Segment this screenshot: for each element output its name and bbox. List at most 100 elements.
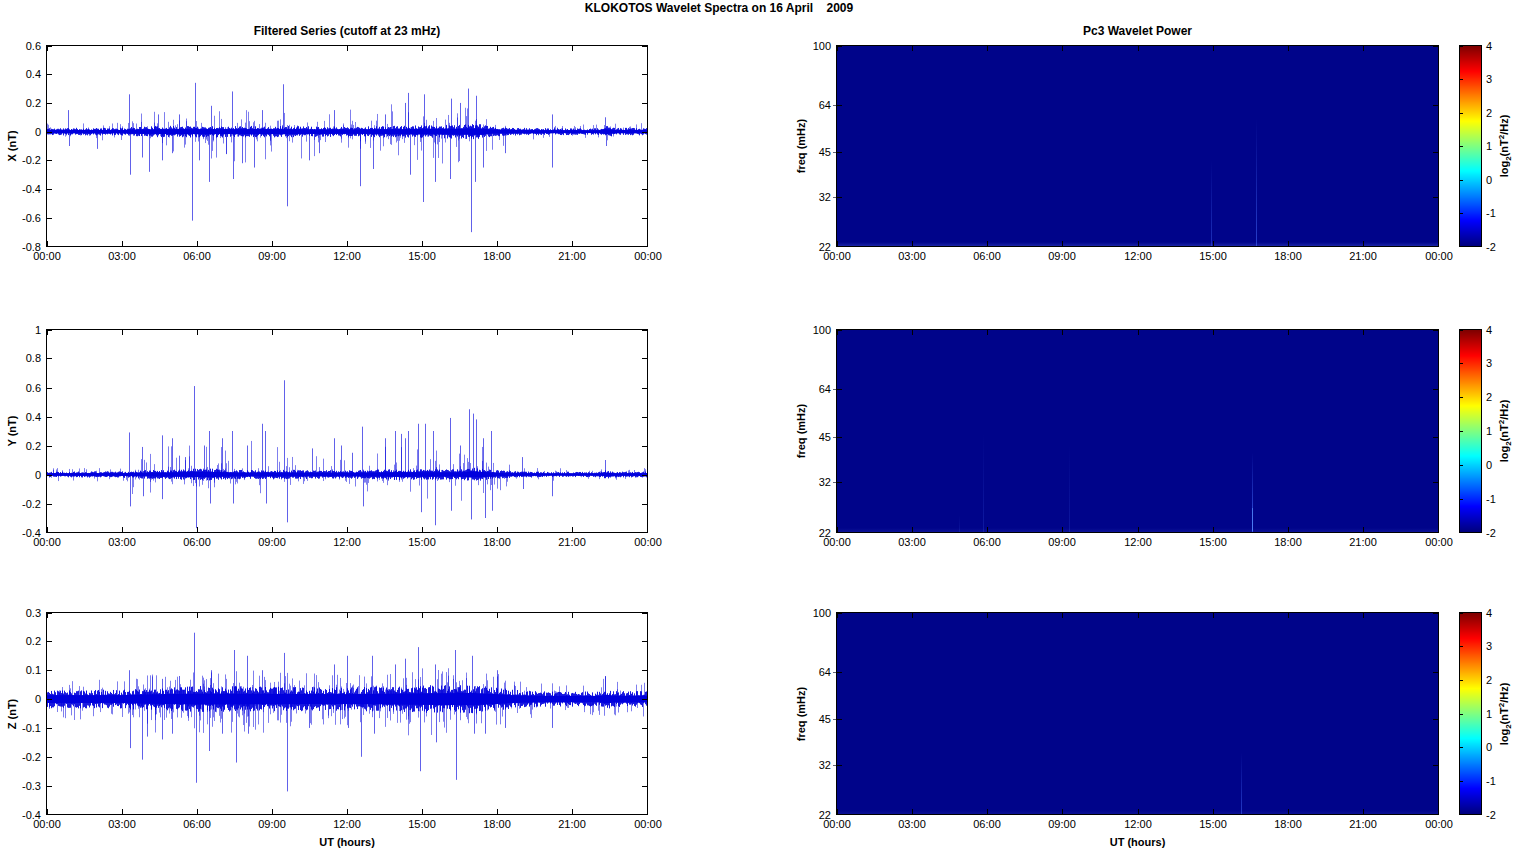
x-filtered-ytick-label: 0.6 xyxy=(0,40,41,52)
z-wavelet-colorbar-tick-label: -2 xyxy=(1486,809,1496,821)
x-wavelet-colorbar-label-part: 2 xyxy=(1497,135,1506,139)
y-wavelet-xtick-label: 03:00 xyxy=(898,536,926,548)
x-wavelet-xtick-label: 06:00 xyxy=(973,250,1001,262)
y-wavelet-ytick-mark xyxy=(833,389,836,390)
z-filtered-xtick-label: 12:00 xyxy=(333,818,361,830)
z-wavelet-ytick-mark xyxy=(833,719,836,720)
z-wavelet-ytick-label: 64 xyxy=(789,666,831,678)
x-filtered-xtick-label: 09:00 xyxy=(258,250,286,262)
x-wavelet-xtick-label: 09:00 xyxy=(1048,250,1076,262)
z-wavelet-colorbar-label-part: 2 xyxy=(1504,724,1513,728)
y-filtered-ytick-label: 0 xyxy=(0,469,41,481)
y-wavelet-xtick-label: 15:00 xyxy=(1199,536,1227,548)
y-wavelet-colorbar-tick-label: 1 xyxy=(1486,425,1492,437)
x-wavelet-title: Pc3 Wavelet Power xyxy=(1083,24,1192,38)
x-filtered-xtick-label: 06:00 xyxy=(183,250,211,262)
x-wavelet-colorbar-label-part: (nT xyxy=(1498,139,1510,156)
x-filtered-xtick-label: 00:00 xyxy=(33,250,61,262)
x-wavelet-colorbar xyxy=(1459,45,1482,247)
z-wavelet-xtick-label: 09:00 xyxy=(1048,818,1076,830)
x-wavelet-ytick-mark xyxy=(833,197,836,198)
x-wavelet-colorbar-tick-label: 4 xyxy=(1486,40,1492,52)
y-wavelet-xtick-label: 21:00 xyxy=(1349,536,1377,548)
x-wavelet-xtick-label: 12:00 xyxy=(1124,250,1152,262)
y-filtered-ytick-label: 1 xyxy=(0,324,41,336)
z-wavelet-ylabel: freq (mHz) xyxy=(795,686,807,740)
y-wavelet-colorbar-label-part: log xyxy=(1498,446,1510,463)
y-wavelet-colorbar-tick-label: 3 xyxy=(1486,357,1492,369)
x-wavelet-ytick-label: 100 xyxy=(789,40,831,52)
y-wavelet-xtick-label: 00:00 xyxy=(823,536,851,548)
z-filtered-ytick-label: -0.3 xyxy=(0,780,41,792)
z-filtered-ylabel: Z (nT) xyxy=(6,698,18,729)
z-filtered-xtick-label: 18:00 xyxy=(483,818,511,830)
z-wavelet-colorbar-tick-label: 1 xyxy=(1486,708,1492,720)
z-wavelet-ytick-mark xyxy=(833,672,836,673)
x-wavelet-colorbar-tick-label: 0 xyxy=(1486,174,1492,186)
z-wavelet-xtick-label: 15:00 xyxy=(1199,818,1227,830)
y-filtered-xtick-label: 09:00 xyxy=(258,536,286,548)
z-filtered-canvas xyxy=(46,612,648,815)
y-wavelet-colorbar-tick-label: 0 xyxy=(1486,459,1492,471)
y-wavelet-canvas xyxy=(836,329,1439,533)
z-wavelet-xtick-label: 18:00 xyxy=(1274,818,1302,830)
y-wavelet-ytick-mark xyxy=(833,482,836,483)
y-filtered-ytick-label: 0.8 xyxy=(0,352,41,364)
y-wavelet-xtick-label: 00:00 xyxy=(1425,536,1453,548)
x-wavelet-colorbar-label-part: log xyxy=(1498,161,1510,178)
x-filtered-ytick-label: 0.2 xyxy=(0,97,41,109)
z-wavelet-xtick-label: 21:00 xyxy=(1349,818,1377,830)
x-wavelet-colorbar-label-part: /Hz) xyxy=(1498,115,1510,135)
y-wavelet-ytick-mark xyxy=(833,437,836,438)
y-wavelet-ytick-label: 32 xyxy=(789,476,831,488)
y-wavelet-xtick-label: 18:00 xyxy=(1274,536,1302,548)
z-wavelet-colorbar-label: log2(nT2/Hz) xyxy=(1497,682,1514,745)
x-filtered-xtick-label: 03:00 xyxy=(108,250,136,262)
z-wavelet-colorbar-tick-label: 4 xyxy=(1486,607,1492,619)
y-wavelet-ytick-label: 100 xyxy=(789,324,831,336)
y-wavelet-xtick-label: 12:00 xyxy=(1124,536,1152,548)
y-wavelet-colorbar-label: log2(nT2/Hz) xyxy=(1497,400,1514,463)
z-wavelet-xtick-label: 12:00 xyxy=(1124,818,1152,830)
x-filtered-xtick-label: 12:00 xyxy=(333,250,361,262)
z-wavelet-colorbar-tick-label: 0 xyxy=(1486,741,1492,753)
z-wavelet-ytick-mark xyxy=(833,765,836,766)
y-filtered-xtick-label: 03:00 xyxy=(108,536,136,548)
y-wavelet-colorbar-tick-label: 4 xyxy=(1486,324,1492,336)
z-wavelet-colorbar-label-part: (nT xyxy=(1498,707,1510,724)
z-filtered-xtick-label: 00:00 xyxy=(634,818,662,830)
z-wavelet-xtick-label: 00:00 xyxy=(823,818,851,830)
z-wavelet-colorbar-label-part: /Hz) xyxy=(1498,682,1510,702)
x-filtered-xtick-label: 21:00 xyxy=(558,250,586,262)
y-filtered-xtick-label: 00:00 xyxy=(33,536,61,548)
z-filtered-xtick-label: 00:00 xyxy=(33,818,61,830)
x-wavelet-colorbar-tick-label: 3 xyxy=(1486,73,1492,85)
y-filtered-xtick-label: 15:00 xyxy=(408,536,436,548)
x-filtered-xtick-label: 18:00 xyxy=(483,250,511,262)
z-filtered-ytick-label: -0.2 xyxy=(0,751,41,763)
z-filtered-xtick-label: 03:00 xyxy=(108,818,136,830)
z-wavelet-ytick-label: 100 xyxy=(789,607,831,619)
x-filtered-canvas xyxy=(46,45,648,247)
x-wavelet-xtick-label: 21:00 xyxy=(1349,250,1377,262)
y-wavelet-xtick-label: 09:00 xyxy=(1048,536,1076,548)
z-filtered-xtick-label: 09:00 xyxy=(258,818,286,830)
x-filtered-ytick-label: -0.4 xyxy=(0,183,41,195)
y-wavelet-colorbar-tick-label: -1 xyxy=(1486,493,1496,505)
z-wavelet-colorbar-tick-label: 3 xyxy=(1486,640,1492,652)
x-filtered-ylabel: X (nT) xyxy=(6,130,18,161)
x-wavelet-ylabel: freq (mHz) xyxy=(795,119,807,173)
x-wavelet-canvas xyxy=(836,45,1439,247)
x-wavelet-xtick-label: 15:00 xyxy=(1199,250,1227,262)
y-filtered-canvas xyxy=(46,329,648,533)
x-filtered-xtick-label: 15:00 xyxy=(408,250,436,262)
y-filtered-xtick-label: 18:00 xyxy=(483,536,511,548)
wavelet-spectra-figure: KLOKOTOS Wavelet Spectra on 16 April 200… xyxy=(0,0,1526,851)
x-wavelet-xtick-label: 00:00 xyxy=(823,250,851,262)
y-filtered-xtick-label: 00:00 xyxy=(634,536,662,548)
x-filtered-ytick-label: -0.6 xyxy=(0,212,41,224)
x-wavelet-colorbar-tick-label: 1 xyxy=(1486,140,1492,152)
z-filtered-ytick-label: 0.2 xyxy=(0,635,41,647)
z-filtered-ytick-label: 0.1 xyxy=(0,664,41,676)
x-filtered-title: Filtered Series (cutoff at 23 mHz) xyxy=(254,24,441,38)
